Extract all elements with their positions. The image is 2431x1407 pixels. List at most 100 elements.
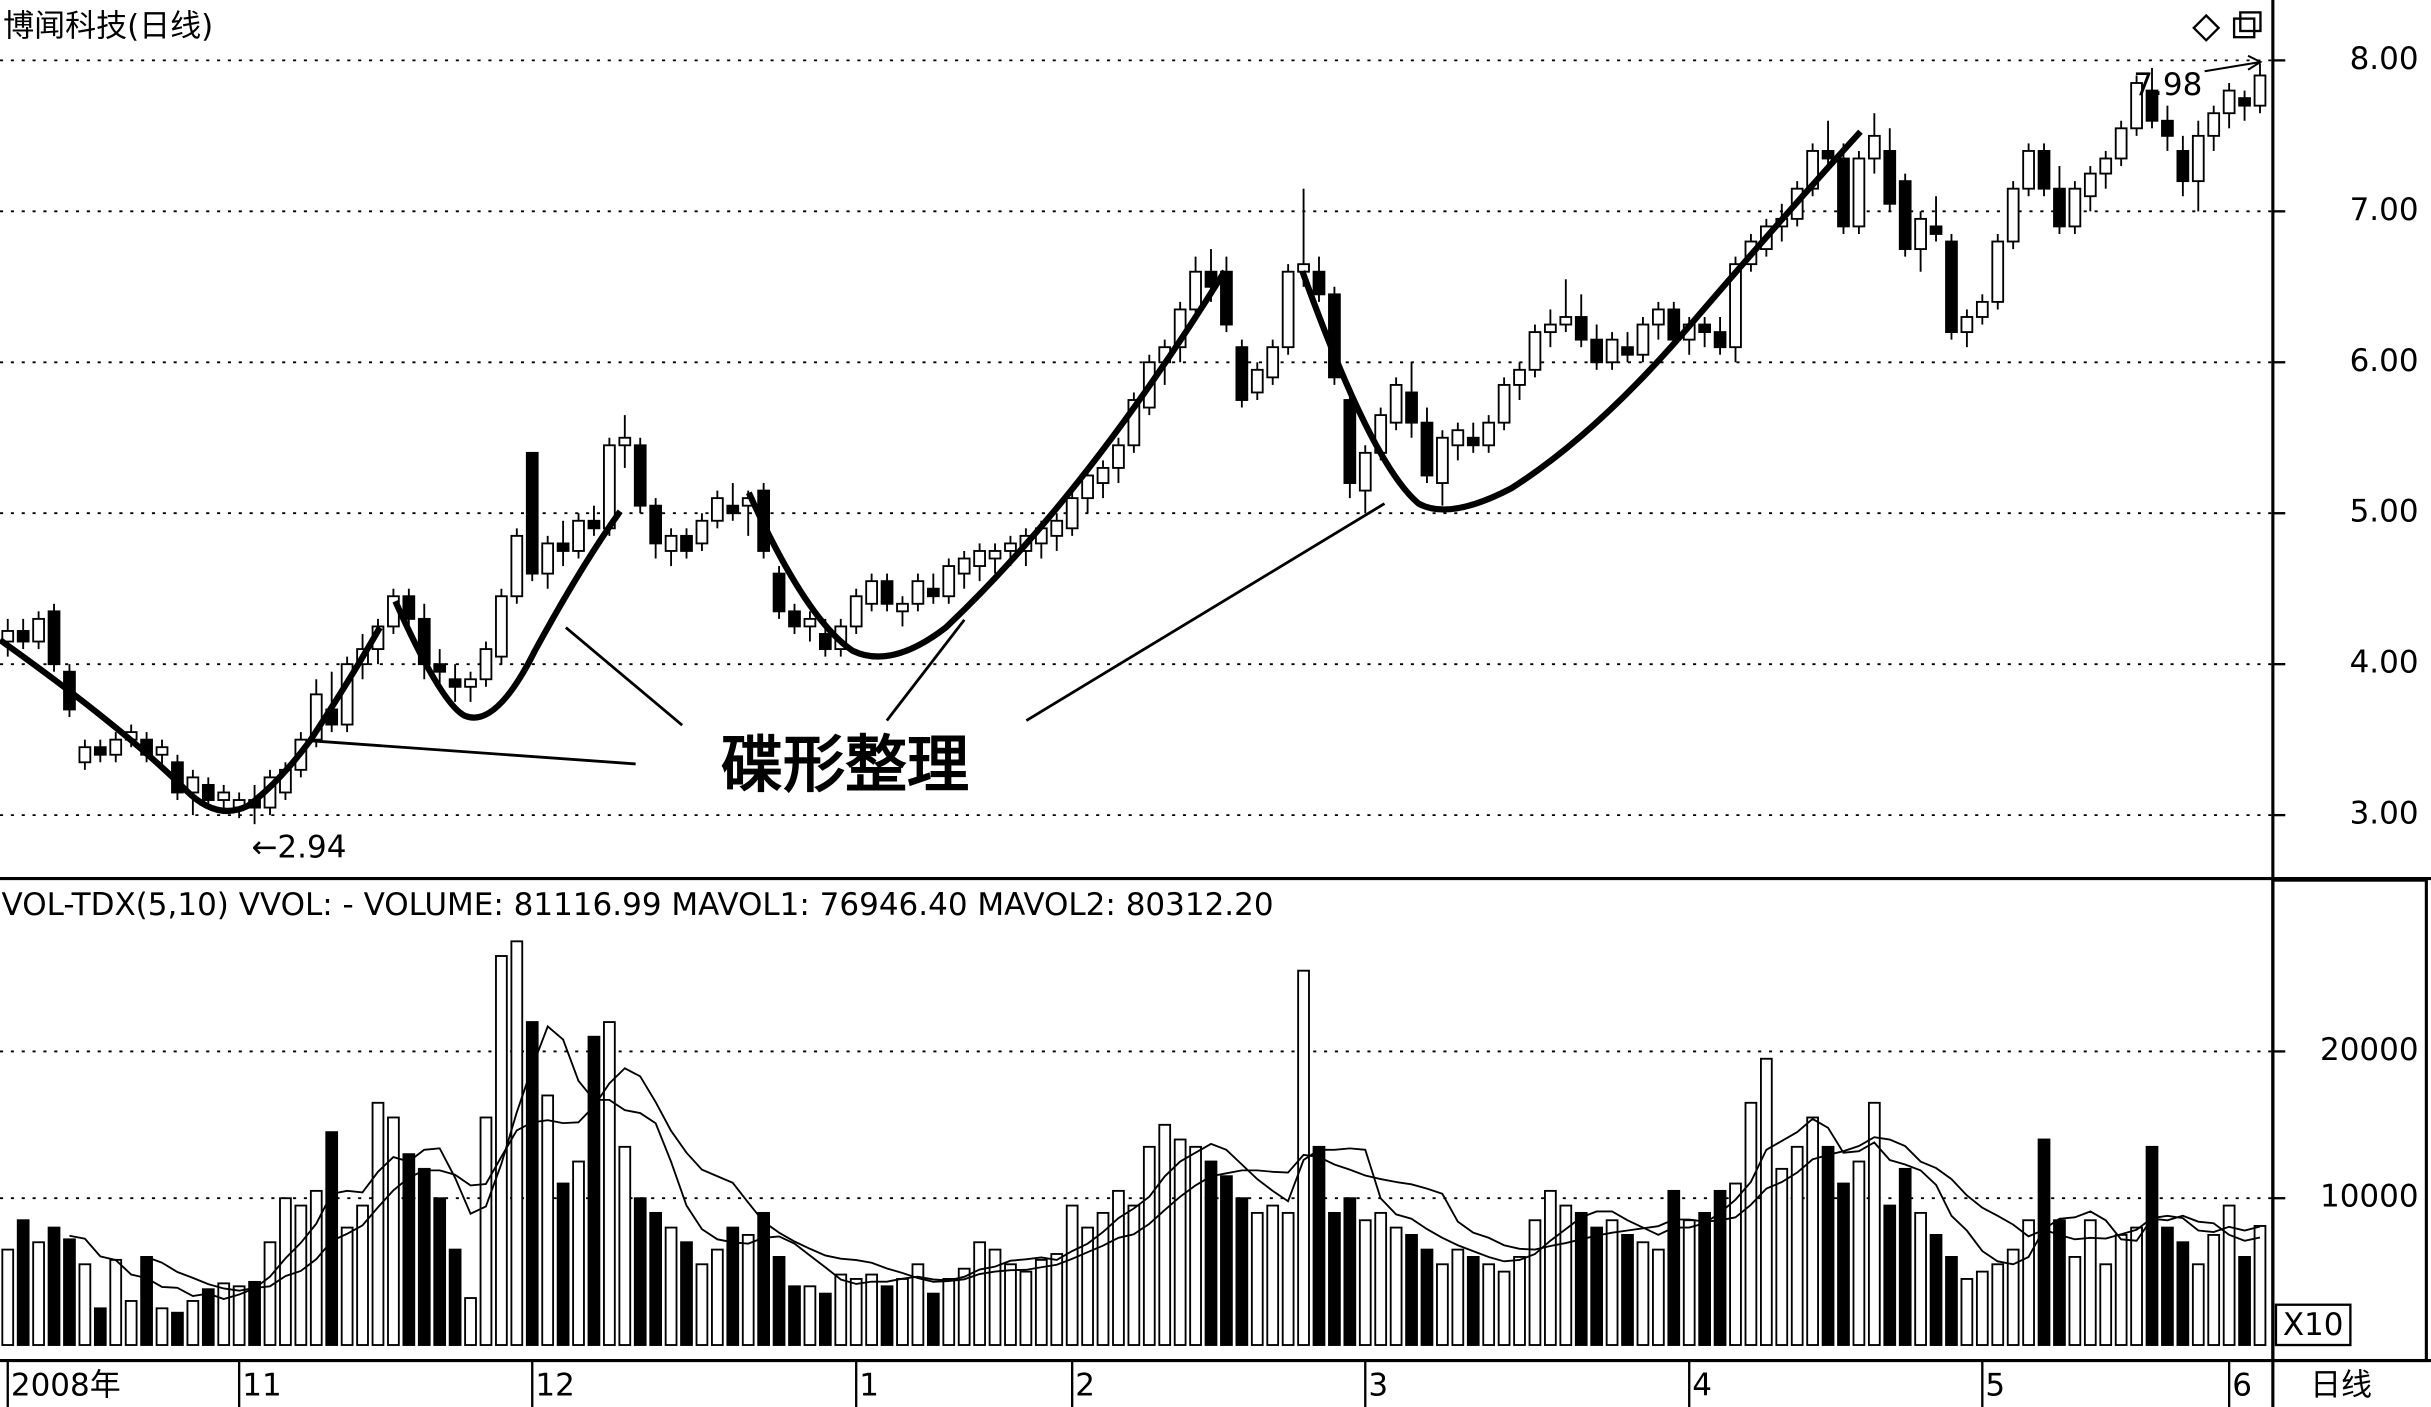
- volume-bar: [2145, 1145, 2159, 1346]
- diamond-icon[interactable]: [2192, 13, 2221, 42]
- volume-bar: [433, 1197, 447, 1346]
- y-tick-label: 20000: [2320, 1032, 2419, 1068]
- volume-bar: [510, 940, 524, 1346]
- candle-body: [1975, 300, 1989, 318]
- volume-bar: [1806, 1116, 1819, 1346]
- candle-body: [1420, 421, 1434, 477]
- window-icon[interactable]: [2232, 17, 2256, 39]
- candle-body: [1220, 270, 1233, 326]
- volume-bar: [1929, 1233, 1943, 1346]
- volume-bar: [309, 1189, 323, 1346]
- volume-bar: [1883, 1204, 1897, 1346]
- volume-bar: [942, 1278, 956, 1346]
- volume-bar: [1281, 1211, 1295, 1346]
- candle-body: [217, 791, 231, 801]
- volume-bar: [1636, 1241, 1650, 1346]
- x-tick-label: 2: [1075, 1367, 1095, 1403]
- volume-bar: [140, 1256, 153, 1346]
- volume-bar: [1235, 1197, 1249, 1346]
- volume-bar: [788, 1285, 801, 1346]
- volume-bar: [1559, 1204, 1573, 1346]
- candle-body: [1837, 157, 1850, 228]
- candle-body: [1929, 225, 1943, 235]
- candle-body: [1821, 150, 1835, 160]
- volume-bar: [1065, 1204, 1079, 1346]
- volume-bar: [448, 1248, 462, 1346]
- volume-bar: [973, 1241, 986, 1346]
- candle-body: [1127, 399, 1141, 447]
- x-tick-label: 6: [2232, 1367, 2252, 1403]
- candle-body: [2207, 112, 2221, 137]
- volume-bar: [279, 1197, 292, 1346]
- candle-body: [201, 784, 215, 801]
- moving-average: [146, 1067, 2261, 1292]
- candle-body: [1991, 240, 2005, 303]
- y-tick-label: 5.00: [2350, 494, 2419, 530]
- candle-body: [2191, 134, 2205, 183]
- volume-bar: [1852, 1160, 1866, 1346]
- volume-bar: [1142, 1145, 1156, 1346]
- candle-body: [109, 738, 123, 756]
- volume-bar: [664, 1226, 678, 1346]
- candle-body: [1466, 436, 1480, 447]
- volume-bar: [633, 1197, 647, 1346]
- candle-body: [942, 565, 956, 598]
- candle-body: [2006, 187, 2020, 243]
- x-tick-label: 5: [1985, 1367, 2005, 1403]
- candle-body: [957, 557, 971, 575]
- volume-bar: [63, 1238, 76, 1346]
- candle-body: [479, 648, 493, 681]
- candle-body: [1189, 270, 1202, 311]
- candle-body: [2037, 150, 2051, 190]
- volume-bar: [880, 1285, 894, 1346]
- volume-bar: [1867, 1101, 1881, 1346]
- candle-body: [1605, 338, 1619, 364]
- curve: [746, 269, 1228, 660]
- candle-body: [1358, 451, 1372, 492]
- volume-bar: [2130, 1226, 2143, 1346]
- candle-body: [1297, 263, 1310, 273]
- volume-bar: [387, 1116, 400, 1346]
- candle-body: [1112, 444, 1125, 469]
- candle-body: [818, 633, 832, 651]
- high-arrow: [2204, 54, 2263, 73]
- window-icon-back[interactable]: [2239, 11, 2262, 33]
- candle-body: [1960, 316, 1974, 334]
- volume-bar: [32, 1241, 45, 1346]
- candle-body: [2238, 97, 2251, 107]
- candle-body: [1235, 346, 1249, 401]
- candle-body: [865, 580, 878, 605]
- candle-body: [788, 610, 801, 628]
- candle-body: [448, 678, 462, 688]
- volume-bar: [2114, 1233, 2128, 1346]
- candle-body: [1621, 346, 1634, 356]
- period-label: 日线: [2310, 1367, 2372, 1403]
- high-label: 7.98: [2133, 67, 2202, 103]
- y-tick-label: 4.00: [2350, 645, 2419, 681]
- volume-bar: [1312, 1145, 1326, 1346]
- candle-body: [2053, 187, 2066, 228]
- volume-bar: [1544, 1189, 1557, 1346]
- candle-body: [309, 693, 323, 741]
- volume-bar: [1790, 1145, 1804, 1346]
- annotation-curves: [0, 54, 2263, 815]
- volume-bar: [1466, 1256, 1480, 1346]
- moving-average: [69, 1024, 2261, 1300]
- candle-body: [803, 617, 817, 628]
- candle-body: [1312, 270, 1326, 296]
- volume-bar: [2068, 1256, 2082, 1346]
- volume-bar: [1358, 1219, 1372, 1346]
- curve: [0, 626, 383, 815]
- volume-bar: [1374, 1211, 1388, 1346]
- volume-bar: [1652, 1248, 1665, 1346]
- candle-body: [572, 519, 585, 552]
- volume-bar: [1667, 1189, 1681, 1346]
- volume-bar: [726, 1226, 740, 1346]
- volume-bar: [865, 1273, 878, 1346]
- scale-label: X10: [2283, 1307, 2344, 1343]
- volume-bar: [78, 1263, 92, 1346]
- volume-bar: [1127, 1204, 1141, 1346]
- candle-body: [973, 550, 986, 567]
- volume-bar: [556, 1182, 570, 1346]
